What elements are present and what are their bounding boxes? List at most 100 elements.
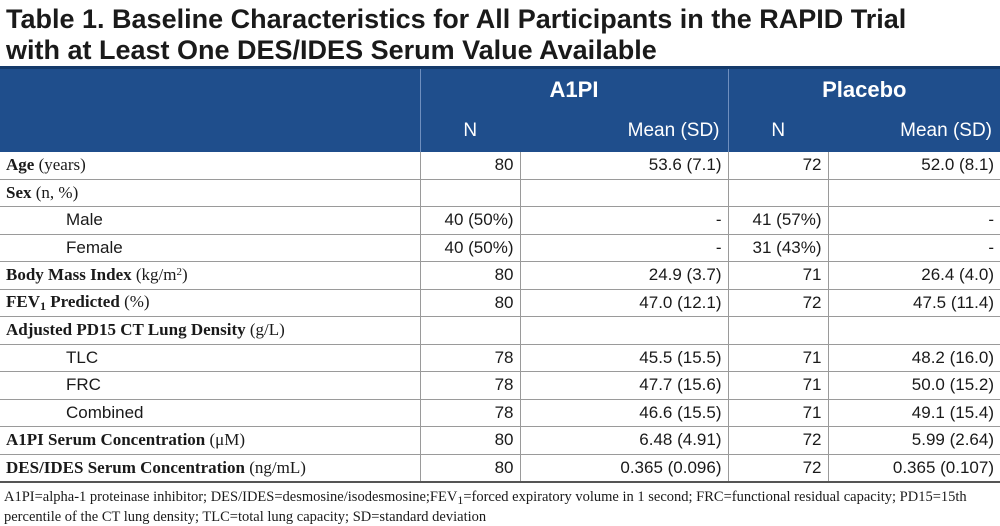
cell-placebo-n: 71	[727, 371, 829, 400]
row-label-subscript: 1	[40, 298, 46, 313]
header-placebo-n: N	[727, 110, 829, 152]
row-label-bold: Sex	[6, 182, 32, 202]
cell-a1pi-n	[419, 316, 520, 345]
cell-placebo-mean: 47.5 (11.4)	[827, 289, 1000, 317]
footnote-text-1: A1PI=alpha-1 proteinase inhibitor; DES/I…	[4, 489, 458, 505]
row-label: Body Mass Index (kg/m2)	[0, 261, 420, 290]
cell-placebo-n	[727, 179, 829, 207]
cell-placebo-n: 72	[727, 152, 829, 180]
cell-placebo-mean: -	[827, 234, 1000, 262]
cell-placebo-mean: 52.0 (8.1)	[827, 152, 1000, 180]
table-title-line-2: with at Least One DES/IDES Serum Value A…	[6, 35, 657, 65]
row-label: FEV1 Predicted (%)	[0, 289, 420, 317]
cell-placebo-mean: 48.2 (16.0)	[827, 344, 1000, 372]
row-label: Sex (n, %)	[0, 179, 420, 207]
row-unit: (g/L)	[245, 320, 285, 340]
row-unit: (ng/mL)	[244, 457, 306, 477]
cell-a1pi-mean: 53.6 (7.1)	[519, 152, 729, 180]
cell-placebo-n: 71	[727, 261, 829, 290]
row-unit-superscript: 2	[176, 266, 183, 279]
table-row-des-ides-serum: DES/IDES Serum Concentration (ng/mL) 80 …	[0, 454, 1000, 483]
cell-a1pi-mean	[519, 179, 729, 207]
table-body: Age (years) 80 53.6 (7.1) 72 52.0 (8.1) …	[0, 152, 1000, 483]
row-sublabel: Female	[0, 234, 420, 262]
row-label-text: FEV	[6, 291, 40, 311]
cell-placebo-mean: 50.0 (15.2)	[827, 371, 1000, 400]
cell-a1pi-n: 80	[419, 426, 520, 455]
cell-placebo-mean	[827, 179, 1000, 207]
row-label-bold: Age	[6, 155, 35, 175]
row-label-end: Predicted	[46, 291, 120, 311]
table-row-frc: FRC 78 47.7 (15.6) 71 50.0 (15.2)	[0, 371, 1000, 400]
cell-a1pi-mean: 0.365 (0.096)	[519, 454, 729, 483]
cell-a1pi-n: 80	[419, 454, 520, 483]
cell-placebo-n: 72	[727, 454, 829, 483]
row-unit-end: )	[182, 265, 188, 285]
header-blank-cell	[0, 66, 420, 110]
row-sublabel: FRC	[0, 371, 420, 400]
cell-placebo-mean	[827, 316, 1000, 345]
header-blank-cell	[0, 110, 420, 152]
header-column-row: N Mean (SD) N Mean (SD)	[0, 110, 1000, 152]
table-row-age: Age (years) 80 53.6 (7.1) 72 52.0 (8.1)	[0, 152, 1000, 180]
cell-a1pi-mean: 47.7 (15.6)	[519, 371, 729, 400]
row-label-bold: DES/IDES Serum Concentration	[6, 457, 245, 477]
table-row-pd15: Adjusted PD15 CT Lung Density (g/L)	[0, 316, 1000, 345]
row-label-bold: Adjusted PD15 CT Lung Density	[6, 320, 246, 340]
cell-placebo-n: 31 (43%)	[727, 234, 829, 262]
cell-a1pi-mean: 46.6 (15.5)	[519, 399, 729, 427]
table-row-sex: Sex (n, %)	[0, 179, 1000, 207]
cell-a1pi-mean: 24.9 (3.7)	[519, 261, 729, 290]
table-row-female: Female 40 (50%) - 31 (43%) -	[0, 234, 1000, 262]
cell-placebo-mean: -	[827, 206, 1000, 235]
cell-a1pi-n: 80	[419, 289, 520, 317]
cell-a1pi-n: 78	[419, 371, 520, 400]
footnote-subscript: 1	[457, 493, 464, 507]
table-title-line-1: Table 1. Baseline Characteristics for Al…	[6, 4, 907, 34]
table-row-male: Male 40 (50%) - 41 (57%) -	[0, 206, 1000, 235]
row-unit: (years)	[34, 155, 86, 175]
table-row-tlc: TLC 78 45.5 (15.5) 71 48.2 (16.0)	[0, 344, 1000, 372]
cell-a1pi-n	[419, 179, 520, 207]
table-row-bmi: Body Mass Index (kg/m2) 80 24.9 (3.7) 71…	[0, 261, 1000, 290]
table-row-fev1: FEV1 Predicted (%) 80 47.0 (12.1) 72 47.…	[0, 289, 1000, 317]
row-label: A1PI Serum Concentration (μM)	[0, 426, 420, 455]
row-sublabel: Combined	[0, 399, 420, 427]
cell-a1pi-n: 80	[419, 261, 520, 290]
row-sublabel: Male	[0, 206, 420, 235]
cell-a1pi-n: 78	[419, 344, 520, 372]
row-unit: (kg/m	[131, 265, 177, 285]
row-sublabel: TLC	[0, 344, 420, 372]
row-label-bold: FEV1 Predicted	[6, 291, 120, 313]
header-placebo-mean: Mean (SD)	[828, 110, 1000, 152]
row-unit: (%)	[119, 291, 150, 311]
table-title: Table 1. Baseline Characteristics for Al…	[0, 0, 1000, 66]
cell-a1pi-n: 40 (50%)	[419, 206, 520, 235]
cell-a1pi-n: 40 (50%)	[419, 234, 520, 262]
footnote-text-2: =forced expiratory volume in 1 second; F…	[4, 489, 967, 525]
table-row-a1pi-serum: A1PI Serum Concentration (μM) 80 6.48 (4…	[0, 426, 1000, 455]
cell-placebo-n	[727, 316, 829, 345]
cell-a1pi-mean: 47.0 (12.1)	[519, 289, 729, 317]
row-label-bold: A1PI Serum Concentration	[6, 430, 206, 450]
header-a1pi-mean: Mean (SD)	[520, 110, 729, 152]
row-label: Adjusted PD15 CT Lung Density (g/L)	[0, 316, 420, 345]
cell-a1pi-mean: 6.48 (4.91)	[519, 426, 729, 455]
cell-placebo-n: 71	[727, 344, 829, 372]
cell-a1pi-n: 80	[419, 152, 520, 180]
cell-a1pi-mean: -	[519, 234, 729, 262]
cell-a1pi-n: 78	[419, 399, 520, 427]
row-label: DES/IDES Serum Concentration (ng/mL)	[0, 454, 420, 483]
cell-a1pi-mean: 45.5 (15.5)	[519, 344, 729, 372]
cell-placebo-mean: 0.365 (0.107)	[827, 454, 1000, 483]
header-group-placebo: Placebo	[727, 66, 1000, 110]
table-header: A1PI Placebo N Mean (SD) N Mean (SD)	[0, 66, 1000, 152]
cell-placebo-n: 72	[727, 289, 829, 317]
table-row-combined: Combined 78 46.6 (15.5) 71 49.1 (15.4)	[0, 399, 1000, 427]
row-unit: (μM)	[205, 430, 246, 450]
cell-placebo-n: 72	[727, 426, 829, 455]
cell-a1pi-mean	[519, 316, 729, 345]
cell-placebo-n: 71	[727, 399, 829, 427]
row-label: Age (years)	[0, 152, 420, 180]
cell-placebo-mean: 5.99 (2.64)	[827, 426, 1000, 455]
